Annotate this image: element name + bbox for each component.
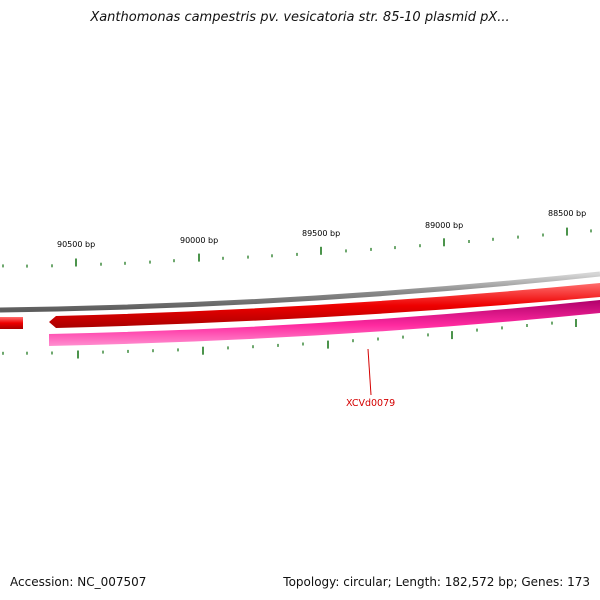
- gene-label-leader: [367, 348, 372, 396]
- map-title: Xanthomonas campestris pv. vesicatoria s…: [90, 10, 510, 25]
- gene-label-xcvd0079[interactable]: XCVd0079: [346, 398, 395, 409]
- tick-label: 90000 bp: [180, 236, 218, 245]
- sequence-summary: Topology: circular; Length: 182,572 bp; …: [283, 575, 590, 589]
- inner-tick-ring: [2, 319, 577, 359]
- forward-gene-arrow[interactable]: [49, 283, 600, 328]
- tick-label: 90500 bp: [57, 240, 95, 249]
- tick-label: 88500 bp: [548, 209, 586, 218]
- accession-text: Accession: NC_007507: [10, 575, 147, 589]
- tick-label: 89000 bp: [425, 221, 463, 230]
- tick-labels: 90500 bp 90000 bp 89500 bp 89000 bp 8850…: [57, 209, 586, 249]
- plasmid-backbone: [0, 271, 600, 313]
- forward-gene-left-fragment[interactable]: [0, 317, 23, 329]
- outer-tick-ring: [2, 227, 592, 268]
- tick-label: 89500 bp: [302, 229, 340, 238]
- reverse-gene-xcvd0079[interactable]: [49, 300, 600, 346]
